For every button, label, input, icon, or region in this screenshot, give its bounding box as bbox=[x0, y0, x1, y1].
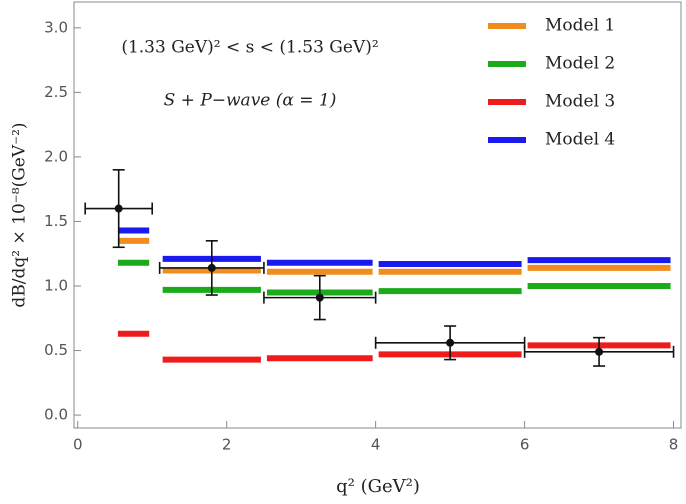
legend-label: Model 3 bbox=[545, 92, 615, 112]
y-tick-label: 2.5 bbox=[44, 83, 68, 101]
y-tick-label: 1.0 bbox=[44, 277, 68, 295]
annotation: (1.33 GeV)² < s < (1.53 GeV)² bbox=[121, 38, 378, 58]
data-point bbox=[114, 204, 123, 213]
y-tick-label: 2.0 bbox=[44, 147, 68, 165]
legend-label: Model 4 bbox=[545, 130, 615, 150]
data-point bbox=[207, 263, 216, 272]
x-tick-label: 4 bbox=[371, 436, 381, 454]
data-point bbox=[446, 338, 455, 347]
y-tick-label: 1.5 bbox=[44, 212, 68, 230]
y-tick-label: 3.0 bbox=[44, 18, 68, 36]
y-tick-label: 0.5 bbox=[44, 341, 68, 359]
x-tick-label: 6 bbox=[520, 436, 530, 454]
x-tick-label: 2 bbox=[222, 436, 232, 454]
y-axis-label: dB/dq² × 10⁻⁸(GeV⁻²) bbox=[10, 122, 30, 307]
legend-label: Model 2 bbox=[545, 54, 615, 74]
y-tick-label: 0.0 bbox=[44, 406, 68, 424]
legend-label: Model 1 bbox=[545, 16, 615, 36]
x-tick-label: 0 bbox=[73, 436, 83, 454]
x-tick-label: 8 bbox=[669, 436, 679, 454]
x-axis-label: q² (GeV²) bbox=[336, 476, 420, 497]
annotation: S + P−wave (α = 1) bbox=[164, 91, 337, 111]
plot-frame bbox=[73, 1, 682, 429]
data-point bbox=[595, 347, 604, 356]
data-point bbox=[315, 293, 324, 302]
